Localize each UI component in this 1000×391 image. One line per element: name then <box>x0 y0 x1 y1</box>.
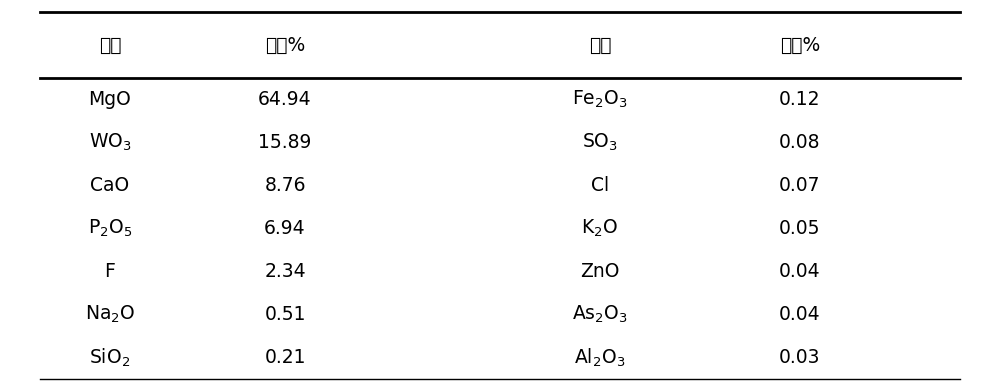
Text: MgO: MgO <box>89 90 131 109</box>
Text: 0.03: 0.03 <box>779 348 821 367</box>
Text: CaO: CaO <box>90 176 130 195</box>
Text: ZnO: ZnO <box>580 262 620 281</box>
Text: 0.08: 0.08 <box>779 133 821 152</box>
Text: 0.04: 0.04 <box>779 305 821 324</box>
Text: 含量%: 含量% <box>265 36 305 54</box>
Text: 15.89: 15.89 <box>258 133 312 152</box>
Text: 8.76: 8.76 <box>264 176 306 195</box>
Text: 0.21: 0.21 <box>264 348 306 367</box>
Text: 含量%: 含量% <box>780 36 820 54</box>
Text: 组分: 组分 <box>589 36 611 54</box>
Text: 0.05: 0.05 <box>779 219 821 238</box>
Text: 组分: 组分 <box>99 36 121 54</box>
Text: SO$_3$: SO$_3$ <box>582 132 618 153</box>
Text: 0.04: 0.04 <box>779 262 821 281</box>
Text: P$_2$O$_5$: P$_2$O$_5$ <box>88 218 132 239</box>
Text: SiO$_2$: SiO$_2$ <box>89 346 131 369</box>
Text: F: F <box>105 262 115 281</box>
Text: 0.51: 0.51 <box>264 305 306 324</box>
Text: WO$_3$: WO$_3$ <box>89 132 131 153</box>
Text: K$_2$O: K$_2$O <box>581 218 619 239</box>
Text: 6.94: 6.94 <box>264 219 306 238</box>
Text: Fe$_2$O$_3$: Fe$_2$O$_3$ <box>572 89 628 110</box>
Text: 0.12: 0.12 <box>779 90 821 109</box>
Text: Na$_2$O: Na$_2$O <box>85 304 135 325</box>
Text: 2.34: 2.34 <box>264 262 306 281</box>
Text: Al$_2$O$_3$: Al$_2$O$_3$ <box>574 346 626 369</box>
Text: As$_2$O$_3$: As$_2$O$_3$ <box>572 304 628 325</box>
Text: 0.07: 0.07 <box>779 176 821 195</box>
Text: Cl: Cl <box>591 176 609 195</box>
Text: 64.94: 64.94 <box>258 90 312 109</box>
